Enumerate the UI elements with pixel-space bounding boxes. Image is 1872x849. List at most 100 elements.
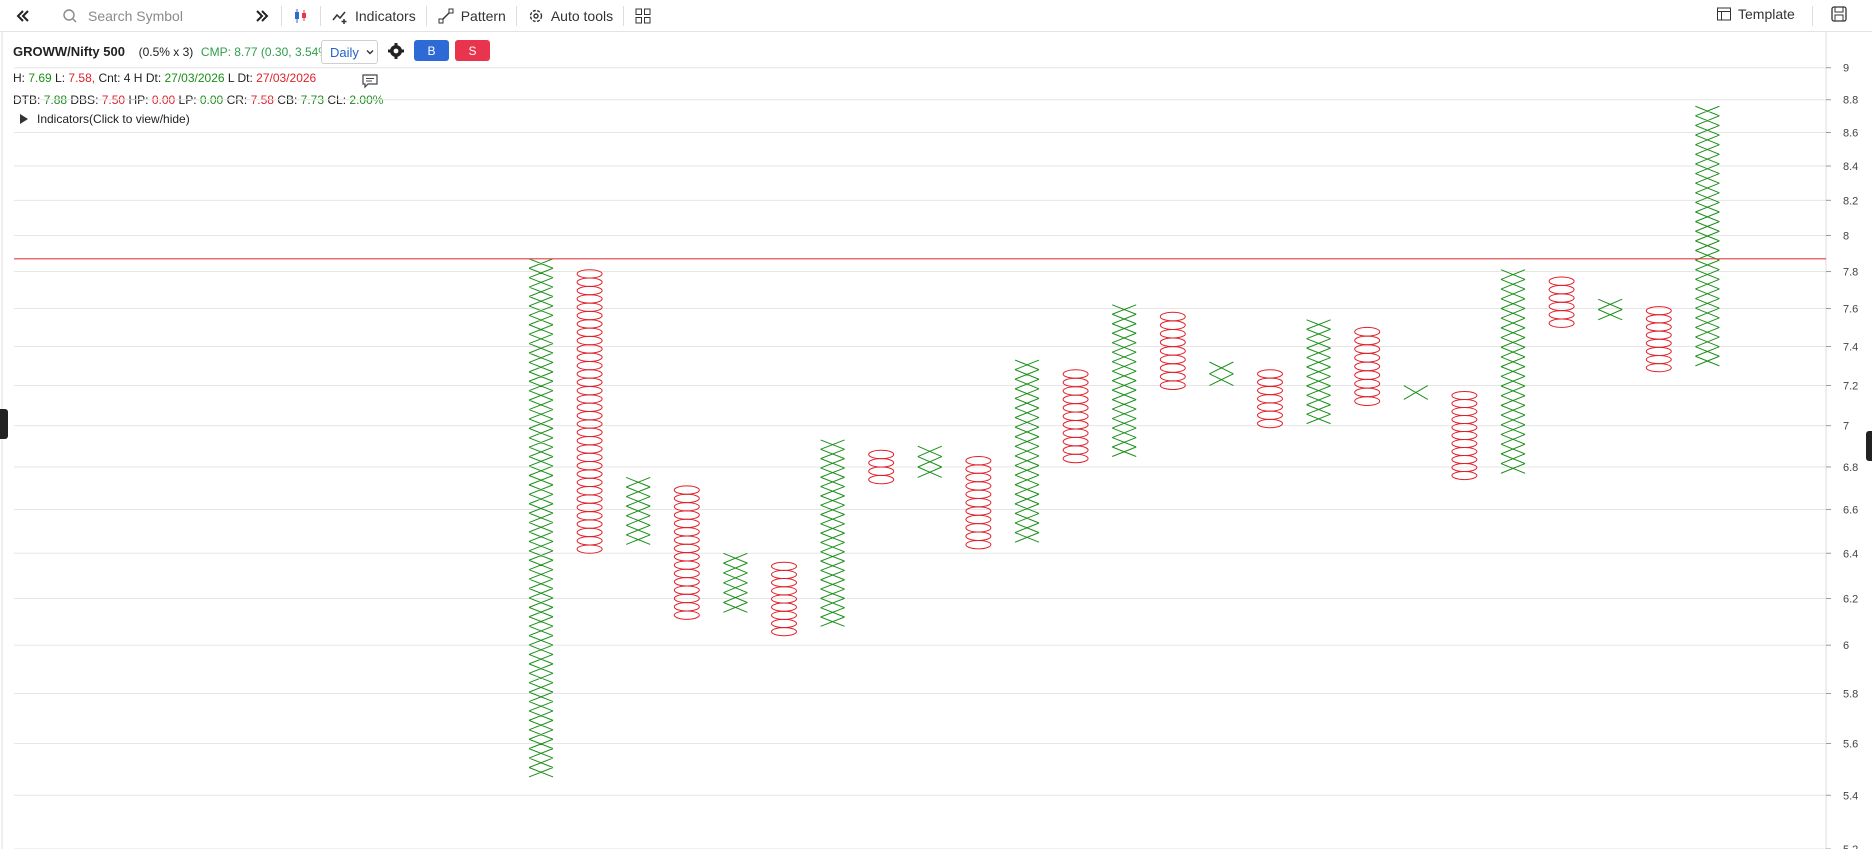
right-panel-handle[interactable]	[1866, 431, 1872, 461]
o-mark	[576, 352, 603, 362]
y-tick-label: 7.6	[1843, 304, 1858, 316]
y-tick-label: 9	[1843, 63, 1849, 75]
o-column	[1451, 390, 1478, 481]
o-mark	[576, 294, 603, 304]
o-mark	[1159, 311, 1186, 322]
x-mark	[820, 439, 845, 627]
o-mark	[1062, 445, 1089, 455]
search-input[interactable]	[86, 6, 220, 25]
count-label: Cnt: 4 H	[98, 71, 143, 85]
o-mark	[1159, 320, 1186, 330]
o-mark	[1257, 394, 1283, 404]
o-mark	[1354, 361, 1381, 372]
o-mark	[576, 536, 603, 546]
o-mark	[576, 427, 603, 438]
o-mark	[771, 586, 797, 596]
symbol-name[interactable]: GROWW/Nifty 500	[13, 44, 125, 59]
left-panel-handle[interactable]	[0, 409, 8, 439]
o-mark	[965, 464, 992, 474]
chart-settings-icon[interactable]	[387, 42, 405, 65]
template-button[interactable]: Template	[1716, 6, 1795, 22]
o-mark	[1354, 396, 1381, 406]
x-mark	[1598, 298, 1623, 321]
o-mark	[1159, 380, 1186, 390]
o-mark	[576, 444, 603, 454]
y-tick-label: 8.2	[1843, 195, 1858, 207]
indicators-toggle[interactable]: Indicators(Click to view/hide)	[13, 112, 190, 126]
o-mark	[576, 360, 603, 371]
o-mark	[1062, 369, 1089, 379]
o-mark	[576, 385, 603, 396]
o-mark	[1548, 301, 1575, 312]
buy-button[interactable]: B	[414, 40, 449, 61]
o-mark	[965, 506, 992, 516]
y-tick-label: 6.6	[1843, 504, 1858, 516]
y-tick-label: 5.8	[1843, 688, 1858, 700]
interval-select[interactable]: Daily	[321, 40, 378, 64]
o-column	[1645, 306, 1672, 373]
o-mark	[771, 610, 797, 620]
toolbar-divider	[623, 5, 625, 26]
o-mark	[1062, 386, 1089, 396]
template-icon	[1717, 7, 1731, 21]
pattern-button[interactable]: Pattern	[437, 7, 506, 25]
sell-button[interactable]: S	[455, 40, 490, 61]
o-mark	[965, 514, 992, 525]
o-mark	[1257, 402, 1283, 412]
collapse-left-icon[interactable]	[14, 7, 32, 25]
o-mark	[965, 481, 992, 491]
y-tick-label: 6.8	[1843, 462, 1858, 474]
o-mark	[1159, 328, 1186, 339]
y-tick-label: 7.8	[1843, 267, 1858, 279]
o-mark	[576, 494, 603, 504]
o-mark	[576, 502, 603, 513]
o-mark	[1645, 314, 1672, 324]
x-column	[1014, 359, 1040, 543]
x-mark	[1112, 304, 1137, 457]
o-mark	[1451, 439, 1478, 449]
indicators-button[interactable]: Indicators	[331, 7, 416, 25]
point-figure-chart[interactable]: 9 8.8 8.6 8.4 8.2 8 7.8 7.6 7.4 7.2 7 6.8 6.6 6.4 6.2 6…	[0, 32, 1872, 849]
o-mark	[673, 527, 700, 537]
x-mark	[626, 476, 651, 545]
toolbar: Indicators Pattern Auto tools Template	[0, 0, 1872, 32]
o-mark	[965, 531, 992, 541]
o-mark	[1548, 293, 1575, 303]
chart-type-candle-icon[interactable]	[292, 7, 310, 25]
layout-grid-icon[interactable]	[634, 7, 652, 25]
toolbar-divider	[281, 5, 282, 26]
y-tick-label: 5.2	[1843, 844, 1858, 849]
o-mark	[1354, 387, 1381, 398]
y-tick-label: 8.4	[1843, 161, 1858, 173]
o-mark	[576, 269, 603, 279]
caret-right-icon	[20, 114, 28, 124]
search-box[interactable]	[62, 3, 237, 29]
o-mark	[965, 472, 992, 483]
o-mark	[1354, 370, 1381, 380]
comment-icon[interactable]	[361, 73, 379, 94]
o-mark	[576, 544, 603, 554]
o-mark	[673, 493, 700, 504]
o-mark	[1451, 406, 1478, 417]
y-tick-label: 7.2	[1843, 381, 1858, 393]
o-mark	[673, 610, 700, 620]
expand-right-icon[interactable]	[253, 7, 271, 25]
o-mark	[673, 568, 700, 579]
o-mark	[1548, 310, 1575, 320]
save-icon[interactable]	[1830, 5, 1848, 23]
y-tick-label: 6.2	[1843, 593, 1858, 605]
o-mark	[1645, 322, 1672, 332]
high-date-label: Dt:	[145, 71, 162, 85]
o-mark	[1159, 337, 1186, 348]
toolbar-divider	[515, 5, 517, 26]
x-mark	[1209, 361, 1234, 386]
o-mark	[1159, 363, 1186, 373]
y-tick-label: 6	[1843, 640, 1849, 652]
o-mark	[1354, 335, 1381, 346]
auto-tools-button[interactable]: Auto tools	[527, 7, 613, 25]
interval-value: Daily	[330, 44, 359, 60]
y-tick-label: 5.6	[1843, 738, 1858, 750]
x-column	[723, 552, 748, 613]
o-column	[1354, 326, 1381, 406]
x-mark	[528, 258, 554, 778]
